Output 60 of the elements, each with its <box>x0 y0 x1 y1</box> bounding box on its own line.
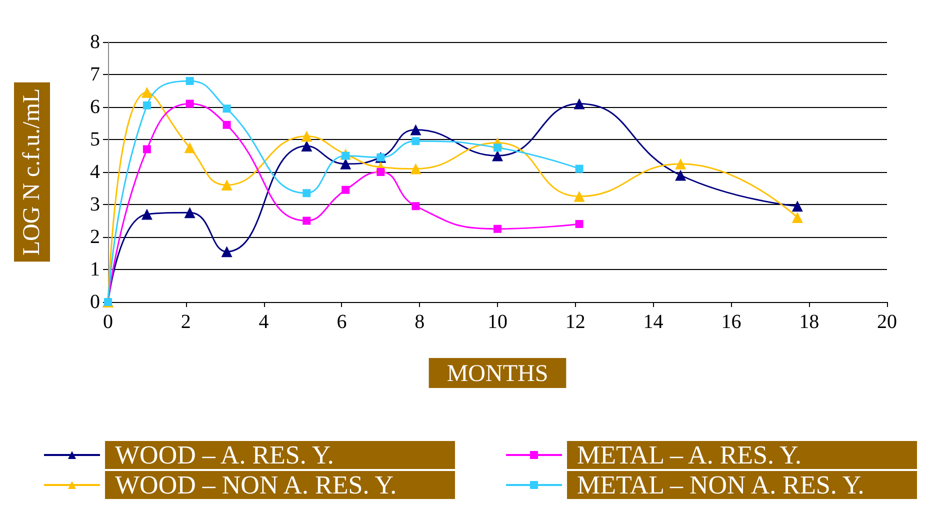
point <box>675 158 686 170</box>
x-tick-label: 10 <box>488 311 508 333</box>
point <box>186 77 194 85</box>
point <box>492 150 503 162</box>
legend-label: WOOD – NON A. RES. Y. <box>115 470 397 500</box>
point <box>141 86 152 98</box>
legend-label: METAL – NON A. RES. Y. <box>577 470 864 500</box>
y-axis-title: LOG N c.f.u./mL <box>19 88 45 256</box>
y-tick-label: 3 <box>90 194 100 216</box>
point <box>575 220 584 228</box>
x-tick-label: 16 <box>721 311 742 333</box>
point <box>186 100 194 108</box>
point <box>342 186 350 194</box>
y-tick-label: 4 <box>90 161 100 183</box>
x-axis-title: MONTHS <box>446 361 548 387</box>
point <box>142 101 151 110</box>
point <box>494 144 502 152</box>
point <box>574 98 585 110</box>
x-tick-label: 12 <box>565 311 586 333</box>
point <box>184 142 196 154</box>
point <box>792 200 803 212</box>
point <box>412 137 420 146</box>
y-tick-label: 8 <box>90 31 100 53</box>
point <box>222 104 231 113</box>
point <box>575 164 584 173</box>
y-tick-label: 1 <box>90 258 100 280</box>
point <box>301 140 312 152</box>
point <box>302 216 311 225</box>
point <box>221 246 232 258</box>
point <box>494 224 502 233</box>
point <box>222 120 231 129</box>
point <box>792 212 803 223</box>
point <box>675 170 686 181</box>
point <box>142 145 151 154</box>
y-tick-label: 0 <box>90 291 100 313</box>
point <box>141 208 152 220</box>
point <box>376 168 385 176</box>
y-tick-label: 5 <box>90 128 100 150</box>
x-tick-label: 8 <box>414 311 425 333</box>
legend-label: WOOD – A. RES. Y. <box>115 440 334 470</box>
point <box>184 207 196 218</box>
point <box>342 152 350 160</box>
y-tick-label: 6 <box>90 96 100 118</box>
point <box>221 180 232 190</box>
point <box>410 163 422 174</box>
legend-label: METAL – A. RES. Y. <box>577 440 802 470</box>
x-tick-label: 4 <box>258 311 269 333</box>
y-tick-label: 2 <box>90 226 100 248</box>
point <box>301 130 312 142</box>
y-tick-label: 7 <box>90 64 100 86</box>
x-tick-label: 2 <box>180 311 191 333</box>
x-tick-label: 14 <box>643 311 664 333</box>
point <box>410 124 422 136</box>
point <box>340 158 352 170</box>
point <box>412 202 420 210</box>
x-tick-label: 6 <box>336 311 347 333</box>
x-tick-label: 18 <box>799 311 820 333</box>
point <box>302 189 311 198</box>
point <box>574 190 585 202</box>
x-tick-label: 20 <box>877 311 897 333</box>
